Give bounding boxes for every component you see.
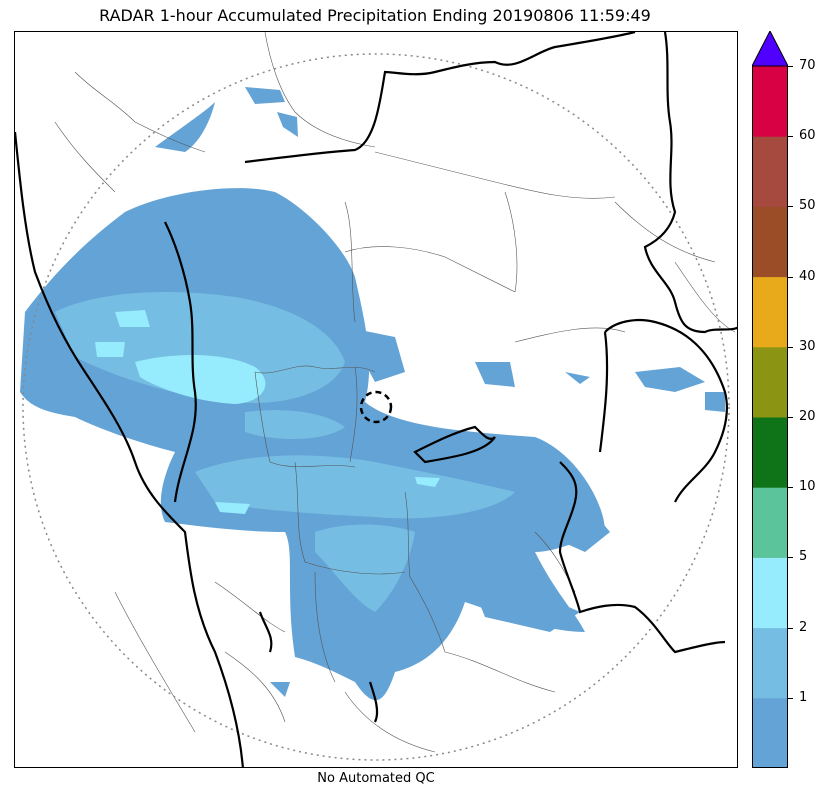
colorbar-tick-mark (788, 697, 793, 699)
colorbar-tick-mark (788, 346, 793, 348)
colorbar-tick-label: 50 (799, 198, 816, 214)
colorbar-tick-mark (788, 136, 793, 138)
colorbar-tick-label: 1 (799, 689, 808, 705)
coastline-and-state-borders (15, 32, 737, 767)
map-canvas (15, 32, 737, 767)
district-boundaries (54, 32, 736, 753)
colorbar-bin (752, 136, 788, 207)
radar-site-marker (359, 390, 393, 424)
colorbar-tick-mark (788, 66, 793, 67)
colorbar-bin (752, 276, 788, 348)
colorbar-bin (752, 627, 788, 699)
qc-caption: No Automated QC (317, 771, 435, 786)
colorbar (752, 31, 788, 768)
radar-map[interactable] (14, 31, 738, 768)
colorbar-tick-label: 30 (799, 338, 816, 354)
colorbar-tick-mark (788, 487, 793, 489)
colorbar-tick-label: 2 (799, 619, 808, 635)
colorbar-bin (752, 346, 788, 418)
chart-title: RADAR 1-hour Accumulated Precipitation E… (99, 6, 651, 25)
colorbar-tick-mark (788, 417, 793, 418)
colorbar-bin (752, 66, 788, 137)
colorbar-extend-arrow (752, 31, 788, 67)
colorbar-bin (752, 557, 788, 629)
colorbar-bin (752, 417, 788, 488)
colorbar-tick-label: 40 (799, 268, 816, 284)
colorbar-tick-mark (788, 276, 793, 278)
colorbar-tick-mark (788, 557, 793, 559)
colorbar-bin (752, 697, 788, 768)
precip-layer-cyan (95, 310, 440, 514)
colorbar-tick-label: 10 (799, 479, 816, 495)
colorbar-tick-label: 5 (799, 549, 808, 565)
colorbar-tick-label: 70 (799, 58, 816, 73)
colorbar-tick-label: 20 (799, 409, 816, 424)
radar-range-ring (22, 53, 730, 761)
colorbar-bin (752, 206, 788, 278)
precip-layer-medium (55, 292, 515, 612)
colorbar-tick-label: 60 (799, 128, 816, 144)
colorbar-bin (752, 487, 788, 558)
colorbar-tick-mark (788, 627, 793, 629)
colorbar-tick-mark (788, 206, 793, 208)
